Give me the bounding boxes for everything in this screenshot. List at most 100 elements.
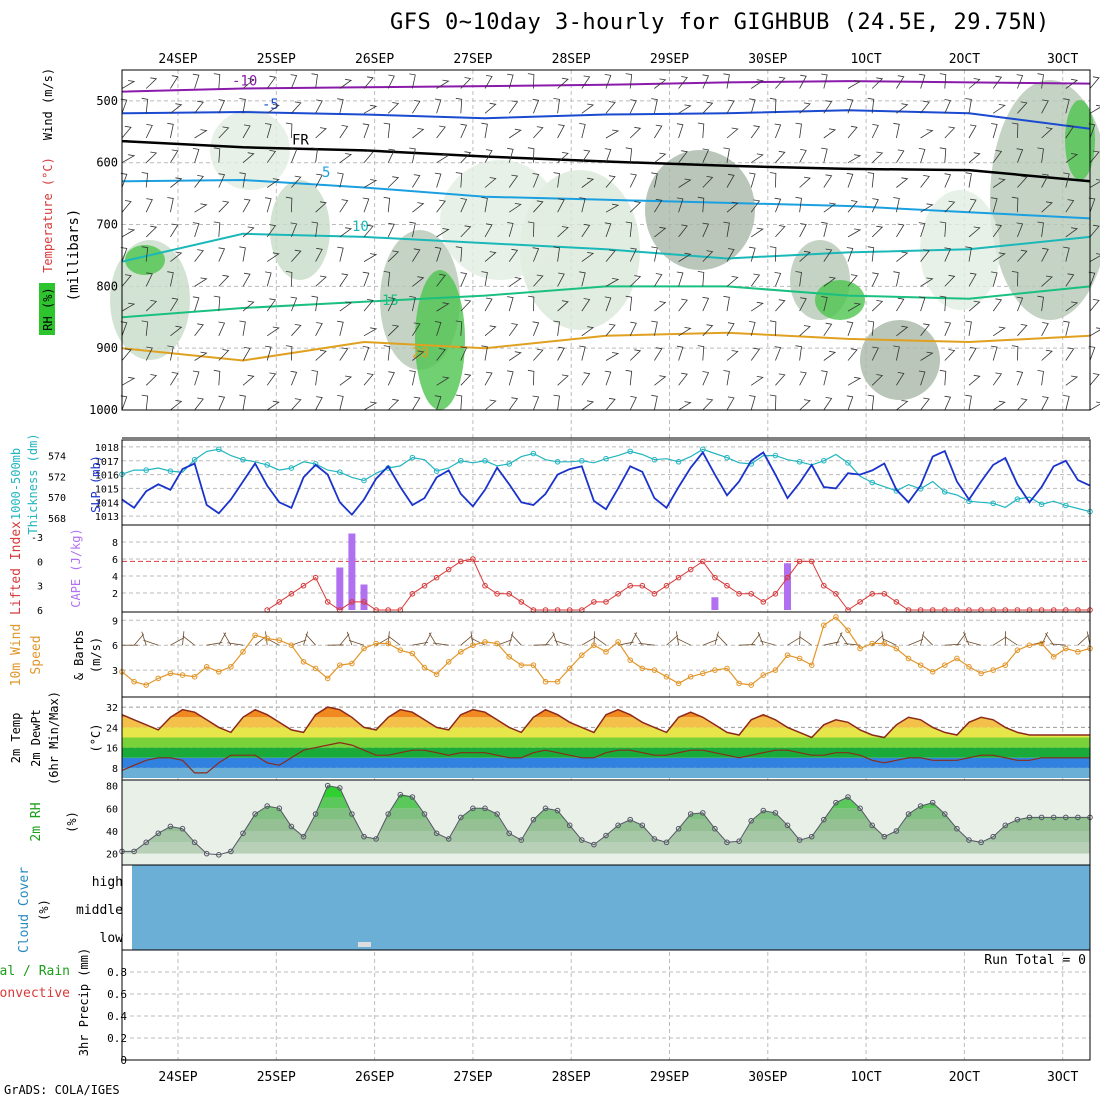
rh-line-point (131, 848, 137, 855)
lifted-index-line-point (857, 599, 863, 605)
wind-barb (847, 154, 862, 164)
wind-barb (1016, 296, 1024, 312)
wind-barb (1041, 322, 1049, 336)
wind-barb (311, 73, 318, 89)
wind-barb (918, 296, 926, 312)
temp-band (122, 717, 1090, 728)
wind-barb (167, 271, 174, 287)
wind-barb (702, 101, 714, 114)
wind-barb (1041, 349, 1053, 361)
wind-barb (242, 198, 251, 213)
rh-line-point (1014, 816, 1021, 823)
thickness-line-point (1038, 501, 1045, 508)
surface-wind-barb (552, 631, 558, 646)
wind-barb (120, 98, 128, 114)
wind-speed-line-point (1014, 647, 1021, 653)
wind-barb (434, 321, 442, 336)
wind-barb (867, 97, 875, 114)
wind10-label-c: & Barbs (72, 630, 86, 681)
thickness-line-point (845, 460, 851, 466)
wind-barb (702, 222, 710, 238)
wind-barb (944, 349, 956, 361)
wind-barb (799, 399, 811, 411)
wind-barb (1037, 221, 1044, 237)
lifted-index-line-point (724, 582, 730, 589)
wind-barb (436, 273, 446, 287)
wind-barb (412, 322, 421, 337)
wind-barb (939, 369, 947, 386)
wind-barb (242, 300, 255, 312)
wind-barb (242, 374, 255, 386)
wind-barb (581, 400, 595, 411)
date-label-bottom: 26SEP (355, 1070, 394, 1085)
wind-barb (194, 129, 208, 139)
wind-speed-line-point (627, 657, 634, 663)
rh-line-point (397, 791, 404, 798)
wind-barb (455, 97, 463, 114)
wind-barb (170, 103, 183, 114)
temp-band (122, 767, 1090, 778)
rh-line-point (240, 830, 246, 837)
thickness-line-point (361, 477, 367, 484)
surface-wind-barb (1049, 643, 1066, 646)
wind-speed-line-point (1063, 645, 1069, 652)
wind-barb (1065, 301, 1079, 312)
wind-barb (605, 101, 616, 114)
wind-barb (581, 103, 595, 114)
wind-barb (581, 75, 591, 89)
temp-contour-FR (121, 139, 1091, 183)
wind-barb (1065, 199, 1075, 213)
surface-wind-barb (881, 631, 885, 646)
wind-barb (651, 394, 658, 411)
wind-barb (242, 226, 255, 238)
slp-tick: 1016 (95, 471, 119, 482)
wind-barb (266, 400, 280, 411)
wind-barb (676, 271, 684, 287)
wind-speed-line-point (228, 663, 234, 670)
wind-barb (434, 172, 442, 188)
wind-barb (991, 345, 998, 361)
wind-barb (581, 223, 591, 238)
wind-barb (723, 73, 730, 89)
wind-barb (867, 172, 875, 188)
thickness-line-point (482, 457, 488, 464)
wind-barb (920, 100, 930, 114)
surface-wind-barb (593, 635, 607, 646)
wind-barb (315, 322, 323, 336)
wind-barb (412, 248, 421, 262)
rh-line-point (748, 818, 755, 824)
li-tick: 0 (37, 557, 43, 568)
wind-barb (871, 374, 884, 386)
date-label-top: 1OCT (850, 52, 881, 67)
wind-barb (121, 154, 136, 164)
wind-barb (192, 148, 200, 163)
thickness-line-point (1063, 502, 1069, 509)
rh-line-point (760, 807, 767, 814)
wind-barb (702, 296, 710, 312)
wind-barb (1041, 201, 1053, 213)
wind-barb (315, 275, 327, 287)
wind-barb (1089, 104, 1100, 114)
lifted-index-line-point (712, 574, 718, 581)
wind-speed-line-point (530, 662, 537, 668)
wind-barb (676, 197, 684, 213)
wind-barb (266, 75, 277, 89)
surface-wind-barb (787, 636, 801, 646)
wind-barb (339, 375, 353, 386)
cape-bar (784, 563, 791, 610)
wind-barb (1041, 275, 1053, 287)
wind-barb (1065, 78, 1079, 89)
wind-barb (944, 395, 952, 411)
cloud-level-label: high (92, 875, 123, 890)
wind-barb (339, 273, 349, 287)
precip-axis-label: 3hr Precip (mm) (77, 948, 91, 1056)
wind-barb (145, 77, 158, 89)
wind-barb (409, 73, 416, 89)
wind-barb (527, 221, 535, 237)
wind-barb (362, 346, 370, 361)
wind-barb (605, 352, 620, 361)
wind-barb (553, 320, 560, 336)
wind-barb (965, 394, 972, 411)
wind-barb (339, 78, 353, 89)
wind-barb (702, 74, 710, 89)
